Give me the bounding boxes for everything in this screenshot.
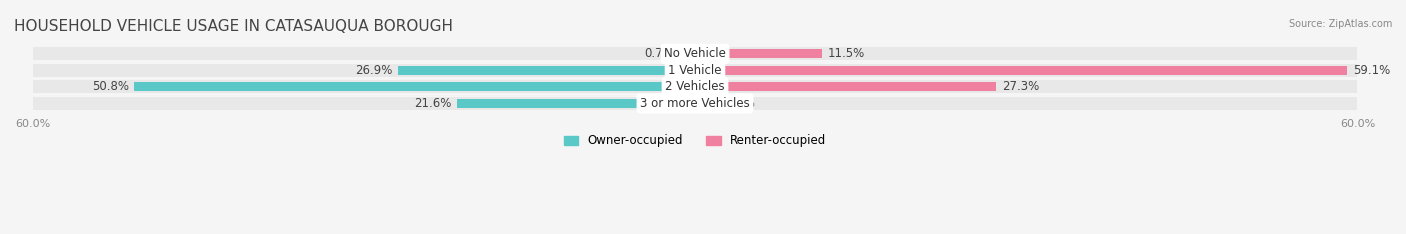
Bar [457, 99, 695, 108]
Legend: Owner-occupied, Renter-occupied: Owner-occupied, Renter-occupied [564, 134, 827, 147]
Text: 50.8%: 50.8% [91, 80, 129, 93]
Bar [695, 47, 1357, 60]
Bar [32, 80, 695, 93]
Text: 2.2%: 2.2% [725, 97, 755, 110]
Bar [695, 80, 1357, 93]
Text: 1 Vehicle: 1 Vehicle [668, 64, 721, 77]
Bar [695, 97, 1357, 110]
Text: 26.9%: 26.9% [356, 64, 392, 77]
Bar [32, 47, 695, 60]
Bar [398, 66, 695, 75]
Text: Source: ZipAtlas.com: Source: ZipAtlas.com [1288, 19, 1392, 29]
Bar [32, 97, 695, 110]
Bar [695, 49, 823, 58]
Text: 3 or more Vehicles: 3 or more Vehicles [640, 97, 749, 110]
Bar [688, 49, 695, 58]
Text: 11.5%: 11.5% [828, 47, 865, 60]
Bar [134, 82, 695, 91]
Text: 21.6%: 21.6% [413, 97, 451, 110]
Bar [695, 99, 720, 108]
Bar [695, 66, 1347, 75]
Text: No Vehicle: No Vehicle [664, 47, 725, 60]
Bar [32, 64, 695, 77]
Text: 0.72%: 0.72% [644, 47, 682, 60]
Text: 27.3%: 27.3% [1002, 80, 1039, 93]
Text: 59.1%: 59.1% [1353, 64, 1391, 77]
Text: HOUSEHOLD VEHICLE USAGE IN CATASAUQUA BOROUGH: HOUSEHOLD VEHICLE USAGE IN CATASAUQUA BO… [14, 19, 453, 34]
Bar [695, 64, 1357, 77]
Text: 2 Vehicles: 2 Vehicles [665, 80, 725, 93]
Bar [695, 82, 997, 91]
